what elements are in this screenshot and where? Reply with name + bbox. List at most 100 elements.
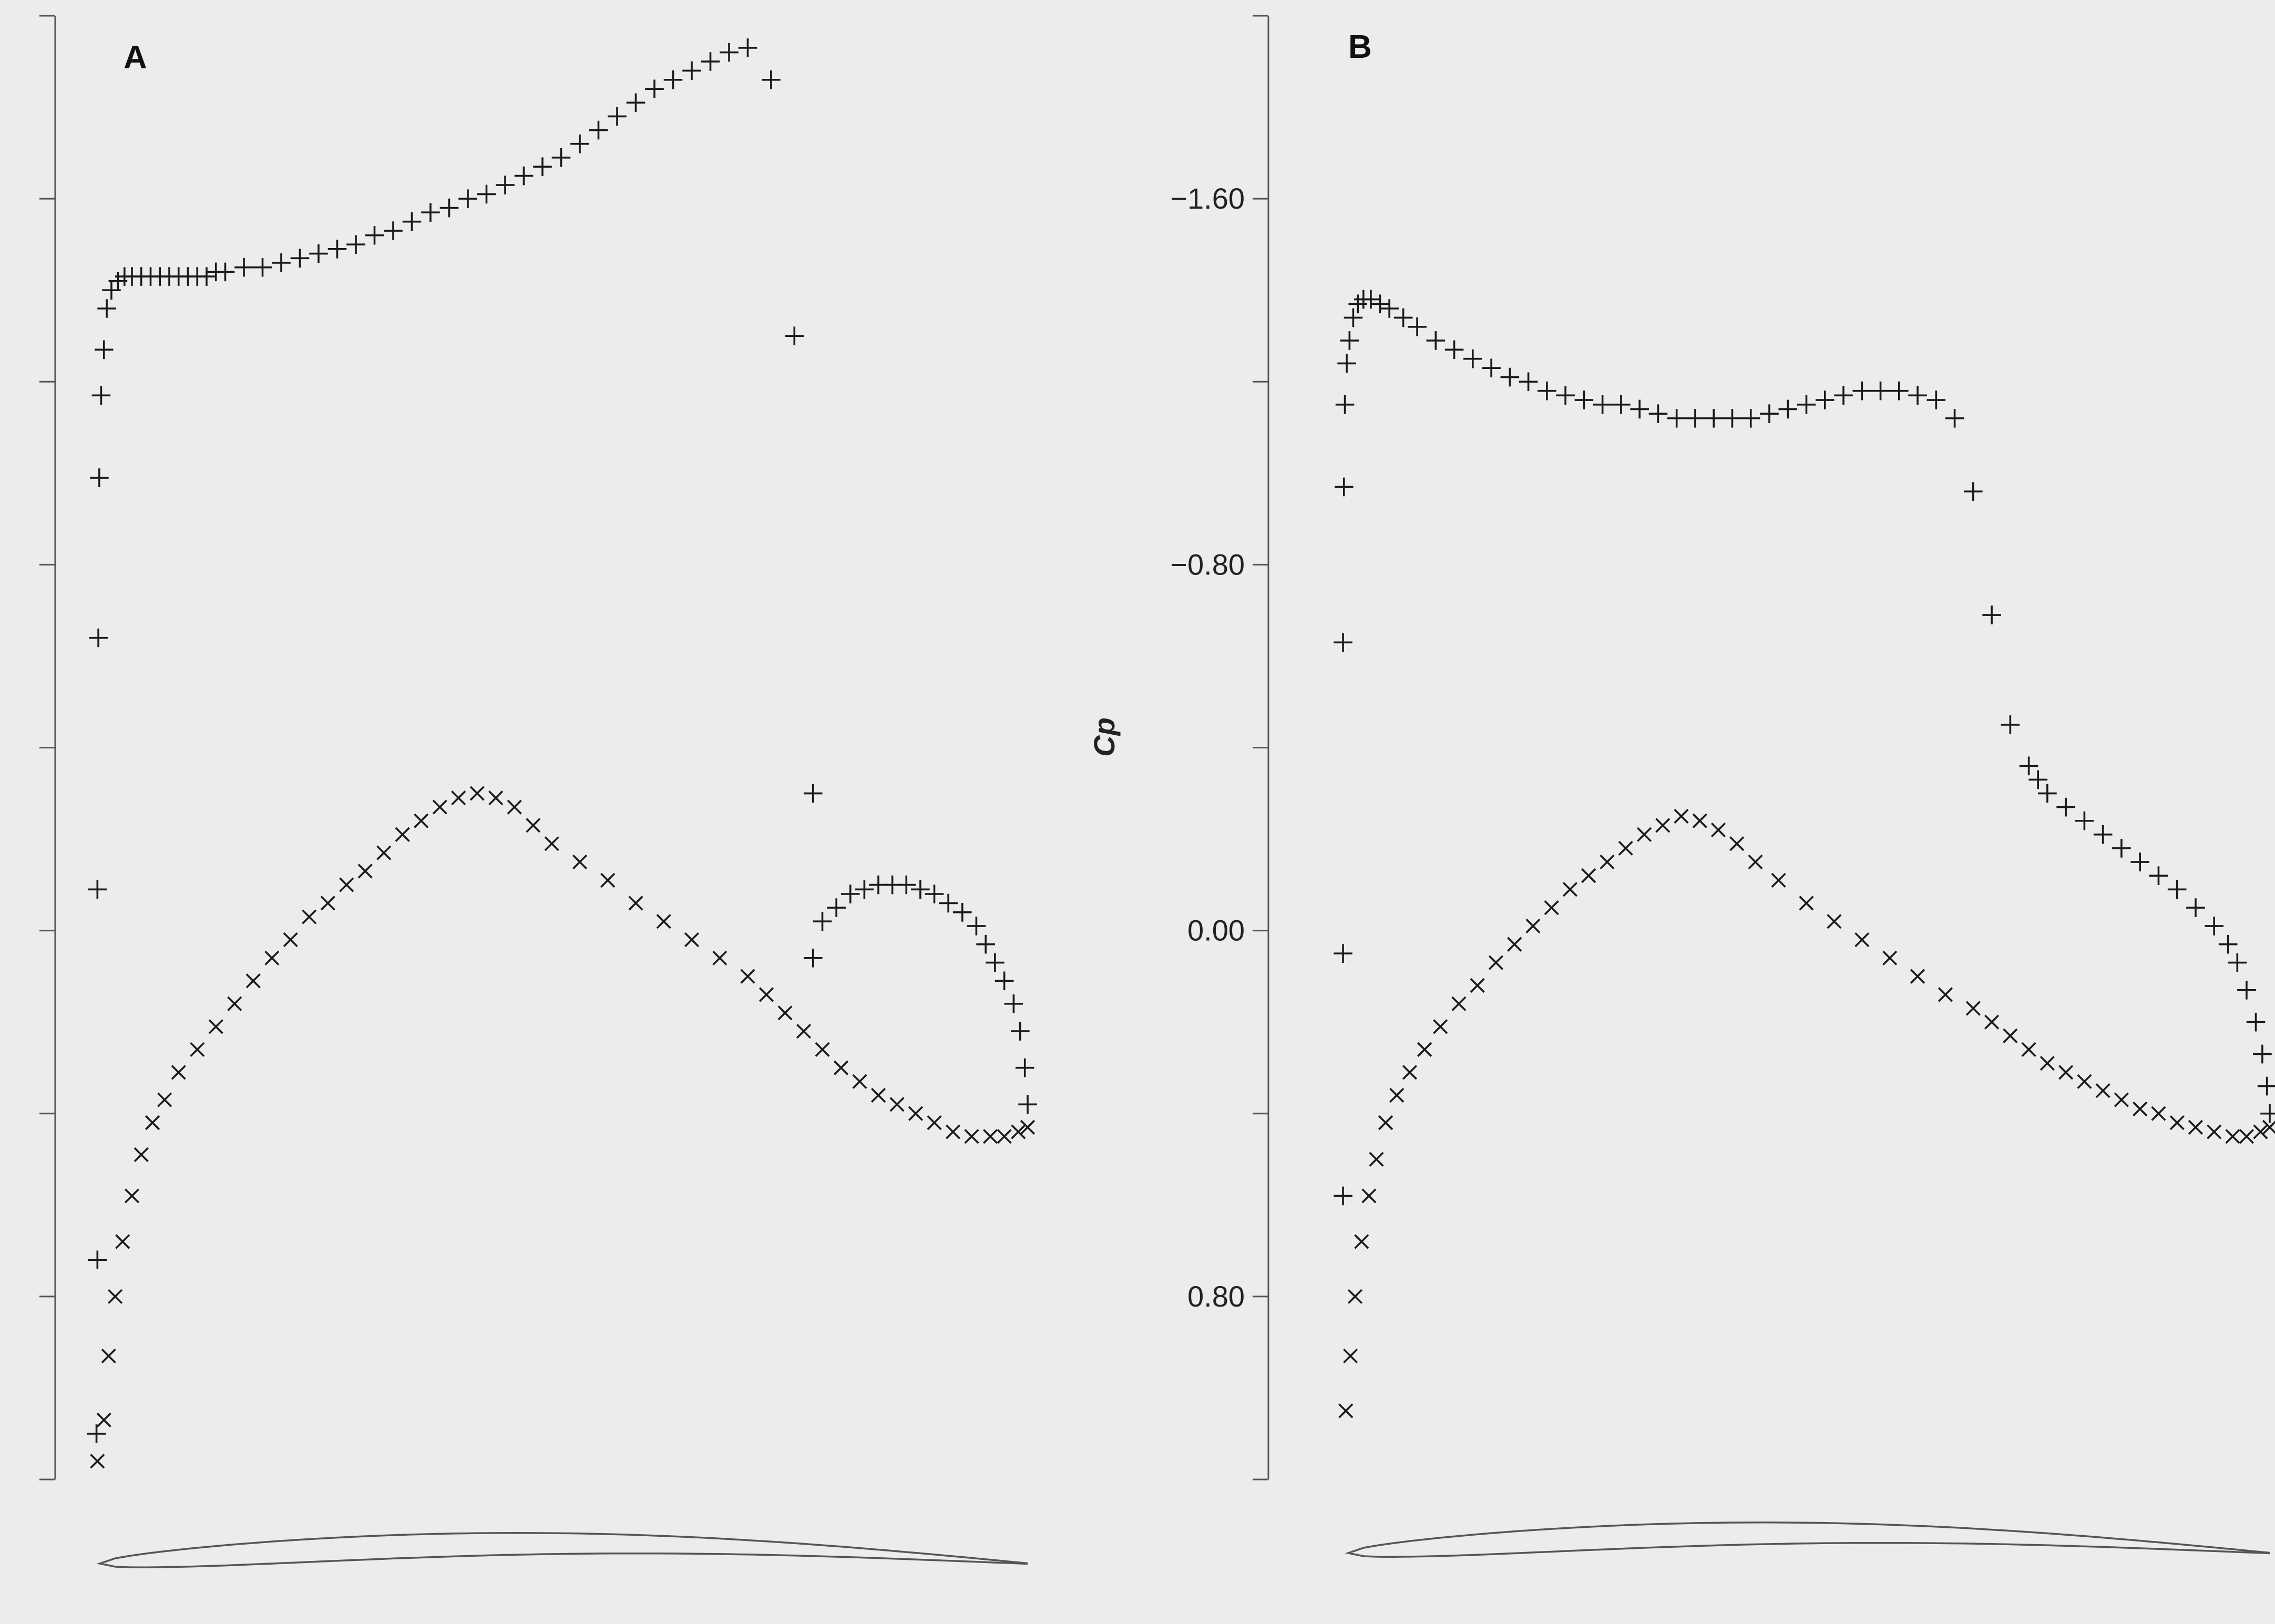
upper-surface-point (2257, 1076, 2275, 1096)
upper-surface-point (911, 880, 930, 899)
upper-surface-point (1852, 381, 1872, 400)
lower-surface-point (870, 1087, 886, 1103)
upper-surface-point (1463, 349, 1482, 368)
lower-surface-point (712, 950, 727, 965)
lower-surface-point (684, 932, 700, 948)
lower-surface-point (1710, 823, 1726, 838)
lower-surface-point (2188, 1119, 2204, 1135)
lower-surface-point (2058, 1065, 2074, 1080)
upper-surface-point (2237, 980, 2256, 1000)
lower-surface-point (2225, 1129, 2240, 1144)
upper-surface-point (1556, 386, 1575, 405)
lower-surface-point (982, 1129, 998, 1144)
lower-surface-point (740, 969, 755, 984)
lower-surface-point (544, 836, 559, 851)
upper-surface-point (290, 249, 310, 268)
lower-surface-point (1347, 1289, 1362, 1304)
lower-surface-point (488, 790, 504, 806)
lower-surface-point (833, 1060, 849, 1075)
upper-surface-point (2019, 756, 2038, 776)
upper-surface-point (626, 93, 645, 112)
panel-a-y-axis (39, 15, 56, 1481)
upper-surface-point (1335, 395, 1355, 414)
upper-surface-point (1011, 1022, 1030, 1041)
lower-surface-point (1011, 1124, 1026, 1139)
upper-surface-point (925, 885, 944, 903)
lower-surface-point (1581, 868, 1596, 883)
lower-surface-point (1488, 955, 1503, 970)
lower-surface-point (245, 973, 261, 989)
lower-surface-point (945, 1124, 961, 1139)
lower-surface-point (395, 827, 410, 842)
upper-surface-point (762, 70, 781, 89)
upper-surface-point (2001, 715, 2020, 734)
lower-surface-point (145, 1115, 160, 1130)
upper-surface-point (551, 148, 571, 167)
lower-surface-point (357, 864, 373, 879)
lower-surface-point (1343, 1348, 1358, 1364)
lower-surface-point (908, 1106, 924, 1121)
upper-surface-point (1538, 381, 1556, 400)
panel-a-label: A (124, 39, 147, 76)
upper-surface-point (2205, 917, 2224, 936)
lower-surface-point (1389, 1087, 1405, 1103)
upper-surface-point (88, 880, 107, 899)
lower-surface-point (208, 1019, 223, 1034)
lower-surface-point (1544, 900, 1559, 916)
lower-surface-point (2151, 1106, 2166, 1121)
y-tick-label: 0.00 (1187, 914, 1245, 947)
lower-surface-point (815, 1042, 830, 1057)
lower-surface-point (1674, 808, 1689, 824)
upper-surface-point (2038, 784, 2057, 803)
lower-surface-point (1854, 932, 1870, 948)
upper-surface-point (952, 903, 972, 922)
upper-surface-point (897, 875, 916, 895)
upper-surface-point (855, 880, 874, 899)
upper-surface-point (813, 912, 832, 931)
upper-surface-point (803, 949, 823, 968)
lower-surface-point (1729, 836, 1745, 851)
lower-surface-point (302, 909, 317, 924)
lower-surface-point (600, 872, 616, 888)
lower-surface-point (1338, 1403, 1354, 1419)
panel-b-y-axis: −1.60 −0.80 0.00 0.80 (1170, 15, 1269, 1481)
upper-surface-point (87, 1424, 106, 1443)
upper-surface-point (1482, 358, 1501, 377)
lower-surface-point (157, 1092, 172, 1107)
lower-surface-point (2077, 1074, 2092, 1089)
upper-surface-point (967, 917, 986, 936)
lower-surface-point (1799, 896, 1814, 911)
lower-surface-point (1748, 855, 1763, 870)
y-tick-label: −0.80 (1170, 548, 1245, 581)
lower-surface-point (264, 950, 280, 965)
upper-surface-point (1519, 372, 1538, 392)
panel-b-y-axis-title: Cp (1088, 717, 1121, 757)
panel-a-marks (87, 38, 1037, 1469)
upper-surface-point (2260, 1104, 2275, 1123)
upper-surface-point (2149, 866, 2168, 885)
upper-surface-point (785, 326, 804, 346)
upper-surface-point (1964, 482, 1983, 501)
lower-surface-point (1433, 1019, 1448, 1034)
upper-surface-point (1612, 395, 1631, 414)
upper-surface-point (514, 166, 534, 186)
upper-surface-point (94, 340, 114, 359)
panel-a: A (39, 15, 1037, 1568)
upper-surface-point (2253, 1044, 2272, 1064)
upper-surface-point (309, 244, 328, 263)
upper-surface-point (1444, 340, 1464, 359)
lower-surface-point (227, 996, 242, 1011)
lower-surface-point (469, 786, 485, 801)
upper-surface-point (1704, 409, 1723, 428)
lower-surface-point (1600, 855, 1615, 870)
upper-surface-point (2028, 770, 2048, 789)
upper-surface-point (1797, 395, 1816, 414)
panel-b-marks (1334, 290, 2275, 1419)
upper-surface-point (2167, 880, 2187, 899)
lower-surface-point (1369, 1152, 1384, 1167)
lower-surface-point (2021, 1042, 2036, 1057)
lower-surface-point (1771, 872, 1786, 888)
upper-surface-point (2130, 852, 2149, 871)
upper-surface-point (1334, 1186, 1352, 1206)
upper-surface-point (496, 176, 515, 194)
